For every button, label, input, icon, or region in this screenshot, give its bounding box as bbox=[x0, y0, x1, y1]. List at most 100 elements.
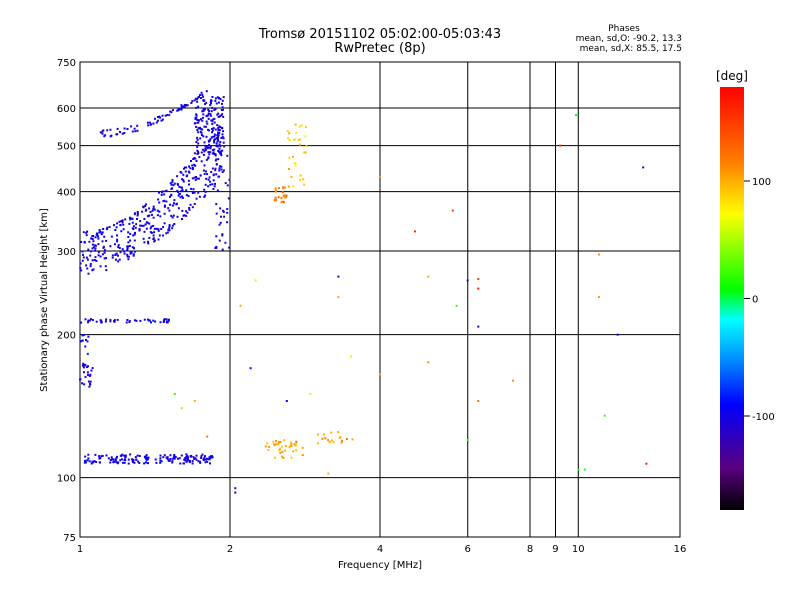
data-point bbox=[105, 239, 108, 242]
data-point bbox=[86, 267, 89, 270]
data-point bbox=[302, 151, 305, 154]
colorbar-ticks: 100 0 -100 bbox=[744, 177, 775, 423]
data-point bbox=[189, 203, 192, 206]
data-point bbox=[87, 457, 90, 460]
data-point bbox=[178, 457, 181, 460]
data-point bbox=[80, 321, 83, 324]
data-point bbox=[134, 250, 136, 253]
data-point bbox=[127, 231, 130, 234]
data-point bbox=[213, 133, 216, 136]
data-point bbox=[285, 194, 288, 197]
stats-o-mode: mean, sd,O: -90.2, 13.3 bbox=[575, 34, 682, 44]
data-point bbox=[176, 109, 179, 112]
data-point bbox=[277, 187, 280, 190]
data-point bbox=[185, 166, 188, 169]
data-point bbox=[119, 131, 121, 133]
data-point bbox=[223, 215, 226, 218]
data-point bbox=[93, 259, 96, 261]
data-point bbox=[323, 433, 326, 436]
data-point bbox=[177, 107, 180, 110]
data-point bbox=[208, 129, 211, 132]
data-point bbox=[86, 258, 89, 261]
data-point bbox=[274, 196, 277, 199]
data-point bbox=[209, 183, 212, 186]
data-point bbox=[215, 235, 218, 238]
data-point bbox=[190, 454, 193, 457]
data-point bbox=[180, 171, 183, 174]
data-point bbox=[152, 122, 155, 125]
x-tick-label: 10 bbox=[572, 544, 585, 555]
data-point bbox=[121, 248, 124, 251]
data-point bbox=[305, 126, 307, 129]
data-point bbox=[129, 232, 132, 235]
data-point bbox=[91, 247, 94, 250]
data-point bbox=[597, 296, 600, 299]
data-point bbox=[159, 459, 162, 462]
data-point bbox=[455, 304, 458, 307]
data-point bbox=[213, 153, 216, 155]
data-point bbox=[204, 144, 207, 147]
data-point bbox=[216, 124, 219, 127]
data-point bbox=[272, 440, 275, 443]
data-point bbox=[221, 136, 224, 138]
data-point bbox=[90, 237, 93, 240]
data-point bbox=[216, 96, 219, 99]
data-point bbox=[192, 158, 195, 160]
data-point bbox=[118, 220, 121, 223]
data-point bbox=[109, 245, 112, 248]
data-point bbox=[221, 102, 223, 105]
data-point bbox=[215, 136, 218, 139]
data-point bbox=[183, 462, 185, 465]
data-point bbox=[341, 439, 344, 442]
data-point bbox=[123, 132, 126, 134]
data-point bbox=[153, 231, 156, 234]
data-point bbox=[177, 183, 179, 186]
data-point bbox=[217, 131, 220, 134]
data-point bbox=[94, 453, 97, 456]
data-point bbox=[100, 319, 103, 322]
data-point bbox=[466, 279, 469, 282]
data-point bbox=[158, 234, 161, 237]
data-point bbox=[193, 203, 196, 205]
data-point bbox=[131, 130, 134, 133]
data-point bbox=[176, 202, 178, 205]
data-point bbox=[212, 151, 215, 154]
data-point bbox=[156, 209, 159, 212]
data-point bbox=[299, 174, 302, 177]
data-point bbox=[85, 339, 87, 341]
data-point bbox=[218, 150, 221, 153]
data-point bbox=[109, 128, 112, 131]
data-point bbox=[211, 135, 214, 138]
data-point bbox=[119, 251, 122, 254]
data-point bbox=[211, 455, 213, 458]
data-point bbox=[616, 333, 619, 336]
data-point bbox=[152, 234, 155, 237]
data-point bbox=[160, 193, 163, 196]
data-point bbox=[114, 459, 117, 462]
data-point bbox=[184, 166, 186, 169]
data-point bbox=[100, 321, 103, 324]
data-point bbox=[211, 183, 214, 186]
data-point bbox=[138, 229, 141, 232]
data-point bbox=[191, 164, 194, 167]
data-point bbox=[105, 318, 108, 321]
data-point bbox=[161, 190, 164, 193]
data-point bbox=[115, 461, 118, 464]
data-point bbox=[195, 141, 198, 143]
data-point bbox=[136, 214, 139, 217]
data-point bbox=[220, 150, 223, 153]
data-point bbox=[274, 187, 277, 190]
data-point bbox=[177, 109, 180, 112]
data-point bbox=[115, 252, 118, 255]
data-point bbox=[298, 138, 301, 141]
x-tick-label: 9 bbox=[552, 544, 558, 555]
data-point bbox=[477, 278, 480, 280]
data-point bbox=[316, 442, 319, 445]
data-point bbox=[202, 458, 205, 461]
data-point bbox=[512, 379, 515, 382]
data-point bbox=[87, 321, 89, 324]
data-point bbox=[217, 136, 220, 139]
data-point bbox=[200, 151, 203, 154]
data-point bbox=[165, 321, 168, 324]
data-point bbox=[134, 231, 136, 234]
